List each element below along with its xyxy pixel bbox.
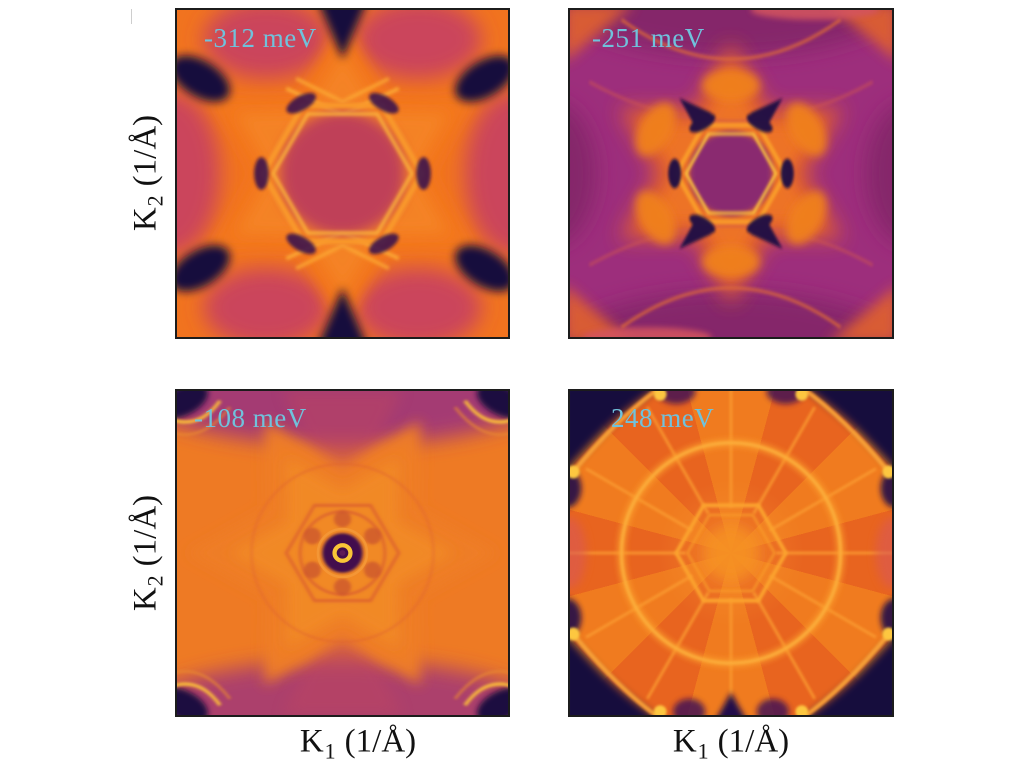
heatmap-minus-312mev: [177, 10, 508, 337]
y-axis-symbol: K: [127, 207, 164, 232]
x-axis-subscript: 1: [324, 738, 336, 764]
x-axis-symbol: K: [299, 723, 324, 760]
stray-mark: [131, 9, 132, 24]
heatmap-plus-248mev: [570, 391, 892, 715]
panel-plus-248mev: 248 meV: [568, 389, 894, 717]
y-axis-symbol: K: [127, 587, 164, 612]
x-axis-unit: (1/Å): [717, 723, 790, 760]
energy-label: -251 meV: [592, 23, 705, 53]
panel-minus-312mev: -312 meV: [175, 8, 510, 339]
x-axis-symbol: K: [672, 723, 697, 760]
y-axis-label-bottom-row: K2 (1/Å): [128, 495, 169, 611]
y-axis-unit: (1/Å): [127, 494, 164, 567]
x-axis-unit: (1/Å): [344, 723, 417, 760]
x-axis-label-right-column: K1 (1/Å): [673, 724, 789, 765]
energy-label: 248 meV: [611, 403, 715, 433]
energy-label: -108 meV: [194, 403, 307, 433]
panel-minus-108mev: -108 meV: [175, 389, 510, 717]
heatmap-minus-251mev: [570, 10, 892, 337]
x-axis-subscript: 1: [697, 738, 709, 764]
panel-minus-251mev: -251 meV: [568, 8, 894, 339]
x-axis-label-left-column: K1 (1/Å): [300, 724, 416, 765]
heatmap-minus-108mev: [177, 391, 508, 715]
y-axis-subscript: 2: [142, 195, 168, 207]
y-axis-unit: (1/Å): [127, 114, 164, 187]
y-axis-label-top-row: K2 (1/Å): [128, 115, 169, 231]
y-axis-subscript: 2: [142, 575, 168, 587]
energy-label: -312 meV: [204, 23, 317, 53]
